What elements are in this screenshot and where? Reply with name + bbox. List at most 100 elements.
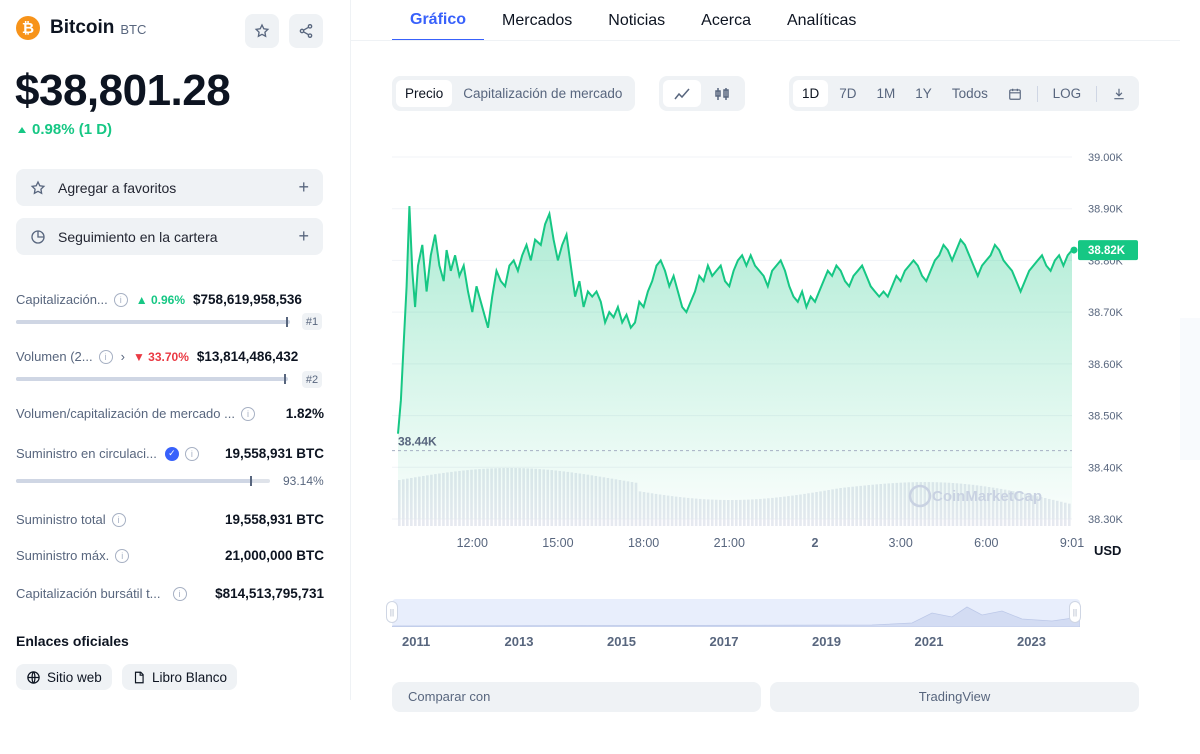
tab-analytics[interactable]: Analíticas (786, 11, 857, 29)
stat-volume: Volumen (2... i › ▼ 33.70% $13,814,486,4… (16, 349, 324, 364)
low-price-label: 38.44K (398, 435, 437, 449)
price-option[interactable]: Precio (396, 80, 453, 107)
tabs-underline (350, 40, 1180, 41)
range-1y[interactable]: 1Y (915, 86, 932, 101)
history-sparkline (391, 606, 1081, 628)
calendar-button[interactable] (999, 80, 1031, 107)
tab-about[interactable]: Acerca (701, 11, 751, 29)
line-chart-button[interactable] (663, 80, 701, 107)
range-all[interactable]: Todos (951, 86, 988, 101)
navigator-left-handle[interactable]: || (386, 601, 398, 623)
range-7d[interactable]: 7D (839, 86, 857, 101)
price-chart[interactable]: 39.00K38.90K38.80K38.70K38.60K38.50K38.4… (392, 137, 1152, 557)
website-link[interactable]: Sitio web (16, 664, 112, 690)
document-icon (134, 671, 144, 683)
tab-chart[interactable]: Gráfico (392, 0, 485, 41)
market-cap-change: ▲ 0.96% (135, 292, 186, 307)
currency-label: USD (1094, 543, 1122, 558)
info-icon[interactable]: i (98, 349, 113, 364)
year-label: 2013 (504, 634, 534, 649)
y-tick-label: 39.00K (1088, 152, 1124, 164)
coin-sidebar: ₿ Bitcoin BTC $38,801.28 0.98% (1 D) Agr… (0, 0, 340, 700)
max-supply-label: Suministro máx. (16, 548, 110, 563)
navigator-right-handle[interactable]: || (1069, 601, 1081, 623)
share-button[interactable] (289, 14, 323, 48)
info-icon[interactable]: i (111, 512, 126, 527)
range-1d[interactable]: 1D (793, 80, 829, 107)
y-tick-label: 38.40K (1088, 462, 1124, 474)
whitepaper-link[interactable]: Libro Blanco (122, 664, 238, 690)
stat-fully-diluted: Capitalización bursátil t... i $814,513,… (16, 586, 324, 601)
current-price-label: 38.82K (1088, 245, 1126, 257)
panel-divider (350, 0, 351, 700)
candlestick-button[interactable] (703, 80, 741, 107)
x-tick-label: 18:00 (628, 536, 659, 550)
total-supply-value: 19,558,931 BTC (224, 512, 324, 527)
scrollbar[interactable] (1180, 318, 1200, 460)
x-tick-label: 3:00 (888, 536, 912, 550)
circulating-percent: 93.14% (283, 474, 324, 488)
x-tick-label: 9:01 (1060, 536, 1084, 550)
compare-label: Comparar con (408, 689, 491, 704)
price-line (397, 206, 1073, 434)
y-tick-label: 38.90K (1088, 204, 1124, 216)
current-price: $38,801.28 (15, 66, 231, 115)
bitcoin-logo-icon: ₿ (16, 16, 40, 40)
y-tick-label: 38.60K (1088, 359, 1124, 371)
website-label: Sitio web (47, 669, 102, 685)
x-tick-label: 15:00 (542, 536, 573, 550)
volume-bar (16, 374, 288, 384)
info-icon[interactable]: i (113, 292, 128, 307)
add-to-favorites-button[interactable]: Agregar a favoritos + (16, 169, 323, 206)
market-cap-label: Capitalización... (16, 292, 108, 307)
star-icon (254, 23, 270, 38)
track-portfolio-button[interactable]: Seguimiento en la cartera + (16, 218, 323, 255)
info-icon[interactable]: i (184, 446, 199, 461)
year-label: 2017 (709, 634, 739, 649)
stat-volume-market-cap: Volumen/capitalización de mercado ... i … (16, 406, 324, 421)
download-button[interactable] (1103, 80, 1135, 107)
current-price-badge (1078, 240, 1138, 261)
navigator-years: 2011 2013 2015 2017 2019 2021 2023 (392, 634, 1080, 650)
globe-icon (27, 670, 40, 684)
tradingview-label: TradingView (918, 689, 991, 704)
info-icon[interactable]: i (240, 406, 255, 421)
tradingview-button[interactable]: TradingView (770, 682, 1139, 712)
market-cap-value: $758,619,958,536 (193, 292, 302, 307)
coin-name: Bitcoin (50, 17, 115, 38)
info-icon[interactable]: i (172, 586, 187, 601)
compare-dropdown[interactable]: Comparar con (392, 682, 761, 712)
whitepaper-label: Libro Blanco (152, 669, 228, 685)
year-label: 2015 (607, 634, 636, 649)
tab-news[interactable]: Noticias (608, 11, 666, 29)
market-cap-option[interactable]: Capitalización de mercado (463, 86, 623, 101)
fdv-value: $814,513,795,731 (215, 586, 324, 601)
track-portfolio-label: Seguimiento en la cartera (58, 228, 218, 245)
star-icon (30, 179, 46, 194)
stat-max-supply: Suministro máx. i 21,000,000 BTC (16, 548, 324, 563)
stat-market-cap: Capitalización... i ▲ 0.96% $758,619,958… (16, 292, 324, 307)
y-tick-label: 38.30K (1088, 514, 1124, 526)
info-icon[interactable]: i (115, 548, 130, 563)
caret-up-icon (18, 126, 26, 133)
coin-symbol: BTC (120, 22, 147, 37)
x-tick-label: 12:00 (457, 536, 488, 550)
log-scale-button[interactable]: LOG (1052, 86, 1082, 101)
line-chart-icon (674, 88, 690, 99)
x-tick-label: 2 (811, 536, 818, 550)
history-navigator[interactable] (391, 599, 1081, 628)
watermark: CoinMarketCap (932, 488, 1042, 505)
tab-markets[interactable]: Mercados (502, 11, 573, 29)
calendar-icon (1009, 88, 1021, 100)
chart-style-toggle (659, 76, 745, 111)
download-icon (1114, 88, 1124, 99)
favorite-star-button[interactable] (245, 14, 279, 48)
chevron-right-icon[interactable]: › (120, 349, 125, 364)
plus-icon: + (298, 226, 309, 246)
current-price-dot (1070, 246, 1078, 254)
volume-label: Volumen (2... (16, 349, 93, 364)
year-label: 2019 (812, 634, 841, 649)
y-tick-label: 38.50K (1088, 411, 1124, 423)
range-1m[interactable]: 1M (876, 86, 896, 101)
candlestick-icon (715, 87, 729, 100)
